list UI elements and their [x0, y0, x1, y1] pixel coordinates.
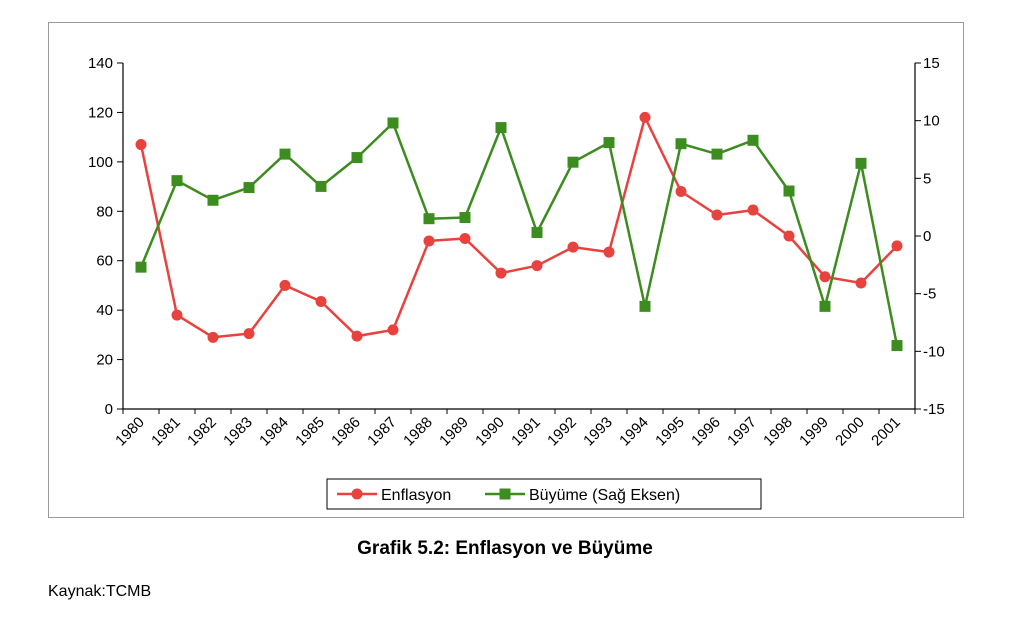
enflasyon-point: [675, 186, 687, 198]
buyume-point: [819, 300, 831, 312]
enflasyon-point: [891, 240, 903, 252]
x-tick-label: 2001: [868, 414, 904, 450]
chart-svg: 0 20 40 60 80 100 120 140 -15 -10 -5 0 5 10 15 1980 1981…: [88, 55, 945, 510]
buyume-point: [711, 148, 723, 160]
x-tick-label: 1994: [616, 414, 652, 450]
x-tick-label: 1988: [400, 414, 436, 450]
legend-label: Büyüme (Sağ Eksen): [529, 487, 680, 504]
x-tick-label: 1990: [472, 414, 508, 450]
buyume-point: [855, 157, 867, 169]
enflasyon-point: [603, 246, 615, 258]
x-tick-label: 1993: [580, 414, 616, 450]
y-right-tick-label: -5: [923, 286, 936, 303]
buyume-point: [171, 175, 183, 187]
y-left-tick-label: 20: [96, 352, 113, 369]
enflasyon-point: [495, 267, 507, 279]
enflasyon-point: [531, 260, 543, 272]
x-tick-label: 2000: [832, 414, 868, 450]
buyume-point: [135, 261, 147, 273]
x-tick-label: 1986: [328, 414, 364, 450]
x-tick-label: 1985: [292, 414, 328, 450]
y-right-tick-label: -10: [923, 343, 945, 360]
buyume-point: [279, 148, 291, 160]
x-tick-label: 1992: [544, 414, 580, 450]
series-line-buyume: [139, 121, 899, 346]
y-left-tick-label: 120: [88, 104, 113, 121]
buyume-point: [639, 300, 651, 312]
series-line-enflasyon: [139, 116, 898, 339]
y-left-tick-label: 40: [96, 302, 113, 319]
buyume-point: [423, 213, 435, 225]
y-right-tick-label: 10: [923, 113, 940, 130]
buyume-point: [891, 340, 903, 352]
x-tick-label: 1982: [184, 414, 220, 450]
enflasyon-point: [387, 324, 399, 336]
buyume-point: [567, 156, 579, 168]
buyume-point: [315, 180, 327, 192]
buyume-point: [495, 122, 507, 134]
enflasyon-point: [171, 309, 183, 321]
enflasyon-point: [279, 279, 291, 291]
buyume-point: [387, 117, 399, 129]
enflasyon-point: [783, 230, 795, 242]
y-right-tick-label: 15: [923, 55, 940, 72]
y-right-tick-label: -15: [923, 401, 945, 418]
x-tick-label: 1996: [688, 414, 724, 450]
buyume-point: [243, 182, 255, 194]
buyume-point: [351, 152, 363, 164]
x-tick-label: 1984: [256, 414, 292, 450]
buyume-point: [459, 212, 471, 224]
enflasyon-point: [639, 111, 651, 123]
x-tick-label: 1987: [364, 414, 400, 450]
y-left-tick-label: 140: [88, 55, 113, 72]
legend-marker-circle: [351, 488, 363, 500]
enflasyon-point: [819, 271, 831, 283]
x-tick-label: 1998: [760, 414, 796, 450]
legend-label: Enflasyon: [381, 487, 451, 504]
y-left-tick-label: 100: [88, 154, 113, 171]
source-note: Kaynak:TCMB: [48, 583, 152, 600]
x-tick-label: 1995: [652, 414, 688, 450]
x-tick-label: 1991: [508, 414, 544, 450]
enflasyon-point: [567, 241, 579, 253]
enflasyon-point: [459, 232, 471, 244]
chart-frame: 0 20 40 60 80 100 120 140 -15 -10 -5 0 5 10 15 1980 1981…: [48, 22, 964, 518]
x-tick-label: 1981: [148, 414, 184, 450]
y-left-tick-label: 80: [96, 203, 113, 220]
x-tick-label: 1980: [112, 414, 148, 450]
enflasyon-point: [351, 330, 363, 342]
enflasyon-point: [135, 139, 147, 151]
enflasyon-point: [243, 328, 255, 340]
legend-box: [326, 478, 762, 510]
enflasyon-point: [711, 209, 723, 221]
enflasyon-point: [747, 204, 759, 216]
enflasyon-point: [315, 295, 327, 307]
x-tick-label: 1983: [220, 414, 256, 450]
x-tick-label: 1989: [436, 414, 472, 450]
chart-caption: Grafik 5.2: Enflasyon ve Büyüme: [357, 538, 653, 559]
enflasyon-point: [207, 331, 219, 343]
y-right-tick-label: 5: [923, 170, 931, 187]
y-left-tick-label: 0: [105, 401, 113, 418]
buyume-point: [675, 138, 687, 150]
legend-marker-square: [499, 488, 511, 500]
y-right-tick-label: 0: [923, 228, 931, 245]
buyume-point: [783, 185, 795, 197]
enflasyon-point: [855, 277, 867, 289]
buyume-point: [531, 227, 543, 239]
x-tick-label: 1999: [796, 414, 832, 450]
buyume-point: [207, 194, 219, 206]
buyume-point: [747, 134, 759, 146]
enflasyon-point: [423, 235, 435, 247]
x-tick-label: 1997: [724, 414, 760, 450]
y-left-tick-label: 60: [96, 253, 113, 270]
buyume-point: [603, 137, 615, 149]
